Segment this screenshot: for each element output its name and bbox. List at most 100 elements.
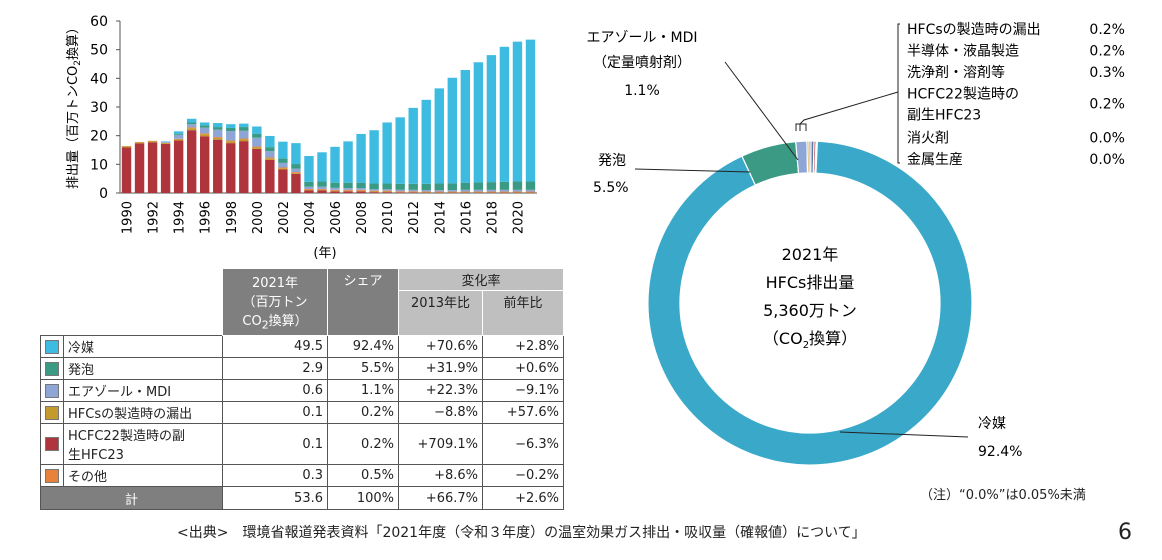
row-2021-value: 49.5 xyxy=(222,335,328,358)
bar-segment xyxy=(460,70,471,183)
x-tick-label: 2004 xyxy=(303,201,318,234)
bar-segment xyxy=(278,162,288,168)
y-tick-label: 50 xyxy=(90,43,108,59)
bar-segment xyxy=(213,123,223,128)
bar-segment xyxy=(213,127,223,130)
y-tick-label: 0 xyxy=(99,186,108,202)
row-vsprev: −6.3% xyxy=(482,423,564,465)
total-vs2013: +66.7% xyxy=(398,486,483,510)
bar-segment xyxy=(252,126,262,134)
row-color-swatch xyxy=(45,339,59,354)
bar-segment xyxy=(525,181,536,190)
bar-segment xyxy=(330,146,340,183)
small-item-pct: 0.3% xyxy=(1089,65,1125,81)
bar-segment xyxy=(252,147,262,149)
donut-center-text: 2021年 HFCs排出量 5,360万トン （CO2換算） xyxy=(763,245,857,351)
small-item-name: 消火剤 xyxy=(907,131,949,147)
y-tick-label: 40 xyxy=(90,71,108,87)
row-vsprev: −0.2% xyxy=(482,464,564,487)
bar-segment xyxy=(121,146,132,148)
header-2021-line1: 2021年 xyxy=(251,276,299,292)
y-tick-label: 20 xyxy=(90,129,108,145)
foam-label-name: 発泡 xyxy=(598,153,626,169)
small-items-leader xyxy=(799,91,899,131)
small-items-list: HFCsの製造時の漏出 0.2% 半導体・液晶製造 0.2% 洗浄剤・溶剤等 0.3% HC… xyxy=(907,22,1125,168)
bar-segment xyxy=(434,183,444,191)
bar-segment xyxy=(356,190,366,192)
bar-segment xyxy=(356,189,366,191)
emissions-table: 2021年 （百万トン CO2換算） シェア 変化率 2013年比 前年比 冷媒… xyxy=(40,268,564,510)
bar-segment xyxy=(186,128,197,131)
x-tick-label: 1998 xyxy=(225,201,240,234)
row-vs2013: −8.8% xyxy=(398,401,483,424)
bar-segment xyxy=(226,143,236,193)
bar-segment xyxy=(382,191,392,193)
total-label: 計 xyxy=(40,486,223,510)
bar-segment xyxy=(369,192,379,193)
bar-segment xyxy=(291,168,301,173)
bar-segment xyxy=(369,191,379,193)
row-color-swatch xyxy=(45,383,59,398)
donut-chart: 2021年 HFCs排出量 5,360万トン （CO2換算） エアゾール・MDI… xyxy=(587,22,1125,466)
bar-segment xyxy=(343,190,353,192)
row-vs2013: +70.6% xyxy=(398,335,483,358)
bar-segment xyxy=(330,191,340,193)
x-tick-label: 2010 xyxy=(381,201,396,234)
bar-segment xyxy=(160,141,171,143)
aerosol-label-line2: （定量噴射剤） xyxy=(593,55,691,71)
bar-segment xyxy=(408,107,418,184)
table-row: HFCsの製造時の漏出 0.1 0.2% −8.8% +57.6% xyxy=(40,401,564,424)
bar-segment xyxy=(278,141,288,159)
row-2021-value: 0.1 xyxy=(222,401,328,424)
row-name: その他 xyxy=(63,464,223,487)
bar-segment xyxy=(317,152,327,182)
bar-segment xyxy=(343,191,353,193)
bar-segment xyxy=(434,190,444,192)
bar-segment xyxy=(291,143,301,165)
bar-segment xyxy=(330,182,340,188)
bar-segment xyxy=(278,168,288,170)
bar-segment xyxy=(186,124,197,128)
total-row: 計 53.6 100% +66.7% +2.6% xyxy=(40,486,564,510)
row-color-swatch xyxy=(45,468,59,483)
header-vs2013: 2013年比 xyxy=(398,290,483,336)
row-share: 0.2% xyxy=(327,423,399,465)
row-2021-value: 0.1 xyxy=(222,423,328,465)
center-unit-post: 換算） xyxy=(809,329,857,348)
bar-segment xyxy=(173,134,184,139)
bar-segment xyxy=(252,148,262,193)
bar-segment xyxy=(499,181,510,190)
bar-segment xyxy=(395,189,405,192)
header-2021-line2: （百万トン xyxy=(242,295,308,311)
row-2021-value: 0.6 xyxy=(222,379,328,402)
row-color-swatch xyxy=(45,437,59,451)
row-vs2013: +22.3% xyxy=(398,379,483,402)
center-line-1: 2021年 xyxy=(782,245,839,264)
small-item-name: HFCsの製造時の漏出 xyxy=(907,22,1041,38)
bar-segment xyxy=(369,190,379,192)
bar-segment xyxy=(200,122,210,126)
bar-segment xyxy=(147,141,158,143)
bar-segment xyxy=(343,189,353,191)
bar-segment xyxy=(447,77,457,184)
small-item-pct: 0.0% xyxy=(1089,152,1125,168)
bar-segment xyxy=(369,189,379,191)
bar-segment xyxy=(226,124,236,128)
bar-segment xyxy=(291,172,301,174)
x-tick-label: 1994 xyxy=(173,201,188,234)
bar-segment xyxy=(512,41,523,182)
table-row: その他 0.3 0.5% +8.6% −0.2% xyxy=(40,464,564,487)
bar-segment xyxy=(226,140,236,142)
refrig-label-pct: 92.4% xyxy=(978,444,1022,460)
table-row: HCFC22製造時の副 生HFC23 0.1 0.2% +709.1% −6.3% xyxy=(40,423,564,465)
bar-segment xyxy=(317,186,327,189)
bar-segment xyxy=(160,143,171,193)
x-tick-label: 1992 xyxy=(147,201,162,234)
small-item-name: 洗浄剤・溶剤等 xyxy=(907,64,1005,81)
bar-segment xyxy=(382,122,392,184)
bar-segment xyxy=(460,182,471,190)
bar-segment xyxy=(395,192,405,193)
header-2021-line3: CO2換算） xyxy=(227,310,323,332)
center-unit-sub: 2 xyxy=(803,340,809,351)
small-items-bracket xyxy=(897,23,900,164)
